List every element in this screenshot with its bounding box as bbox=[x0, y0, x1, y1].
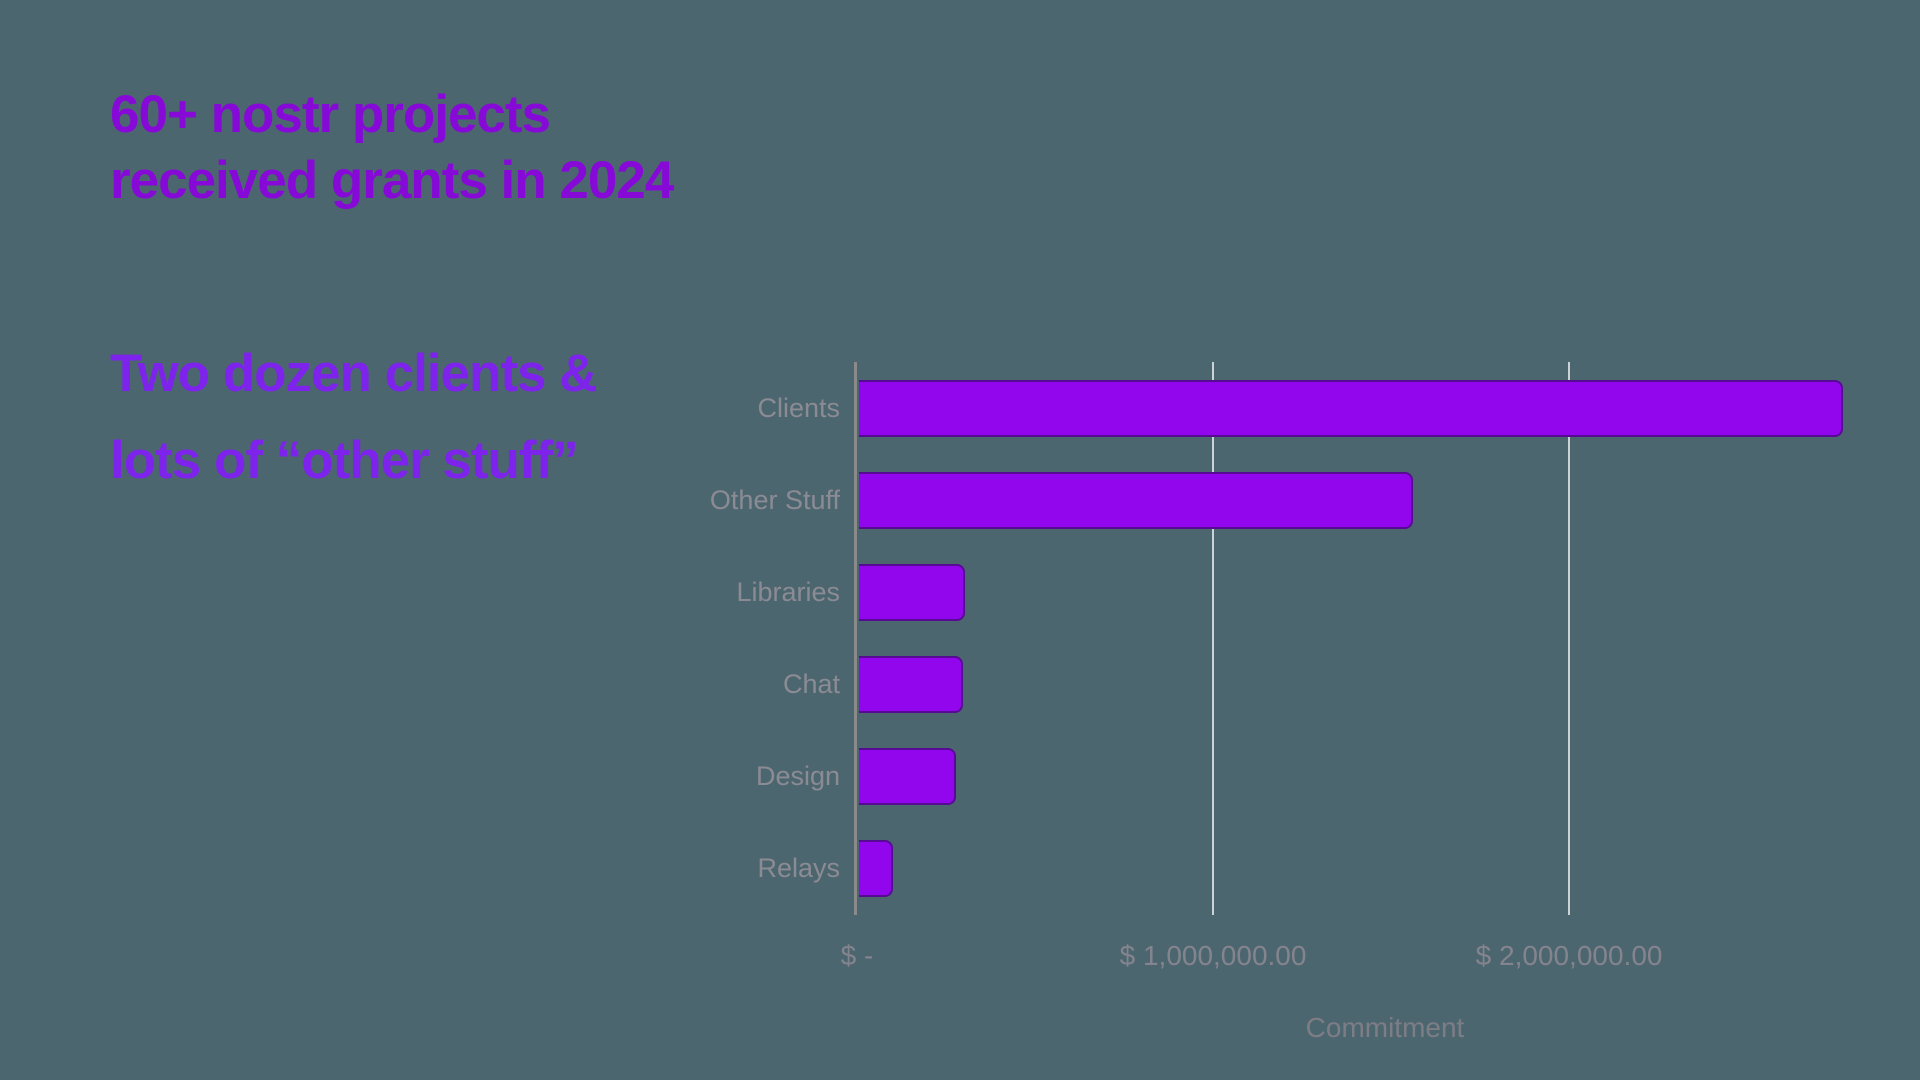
bar-row-design: Design bbox=[0, 731, 1920, 823]
x-tick-label-1m: $ 1,000,000.00 bbox=[1119, 940, 1307, 971]
page-subtitle-line2: lots of “other stuff” bbox=[110, 431, 579, 490]
page-subtitle-line1: Two dozen clients & bbox=[110, 344, 597, 403]
x-tick-label-zero: $ - bbox=[840, 940, 874, 971]
plot-area bbox=[854, 362, 1913, 915]
bar-chat bbox=[859, 656, 963, 714]
x-axis-title: Commitment bbox=[1305, 1012, 1465, 1043]
x-tick-label-2m: $ 2,000,000.00 bbox=[1475, 940, 1663, 971]
page-title-line1: 60+ nostr projects bbox=[110, 85, 551, 144]
bar-row-chat: Chat bbox=[0, 639, 1920, 731]
bar-row-libraries: Libraries bbox=[0, 546, 1920, 638]
bar-row-clients: Clients bbox=[0, 362, 1920, 454]
gridline-2m bbox=[1568, 362, 1571, 915]
category-label-clients: Clients bbox=[757, 392, 840, 423]
bar-other-stuff bbox=[859, 471, 1414, 529]
y-axis-line bbox=[854, 362, 857, 915]
bar-row-relays: Relays bbox=[0, 823, 1920, 915]
category-label-libraries: Libraries bbox=[736, 576, 840, 607]
page-subtitle: Two dozen clients & lots of “other stuff” bbox=[110, 330, 597, 504]
bar-rows: Clients Other Stuff Libraries Chat Desig… bbox=[0, 362, 1920, 915]
bar-relays bbox=[859, 840, 893, 898]
bar-row-other-stuff: Other Stuff bbox=[0, 454, 1920, 546]
page-title-line2: received grants in 2024 bbox=[110, 151, 674, 210]
page-title: 60+ nostr projects received grants in 202… bbox=[110, 82, 674, 214]
bar-libraries bbox=[859, 563, 965, 621]
category-label-other-stuff: Other Stuff bbox=[709, 484, 840, 515]
bar-clients bbox=[859, 379, 1843, 437]
category-label-chat: Chat bbox=[782, 669, 840, 700]
bar-design bbox=[859, 748, 956, 806]
gridline-1m bbox=[1212, 362, 1215, 915]
category-label-design: Design bbox=[755, 761, 840, 792]
category-label-relays: Relays bbox=[757, 853, 840, 884]
